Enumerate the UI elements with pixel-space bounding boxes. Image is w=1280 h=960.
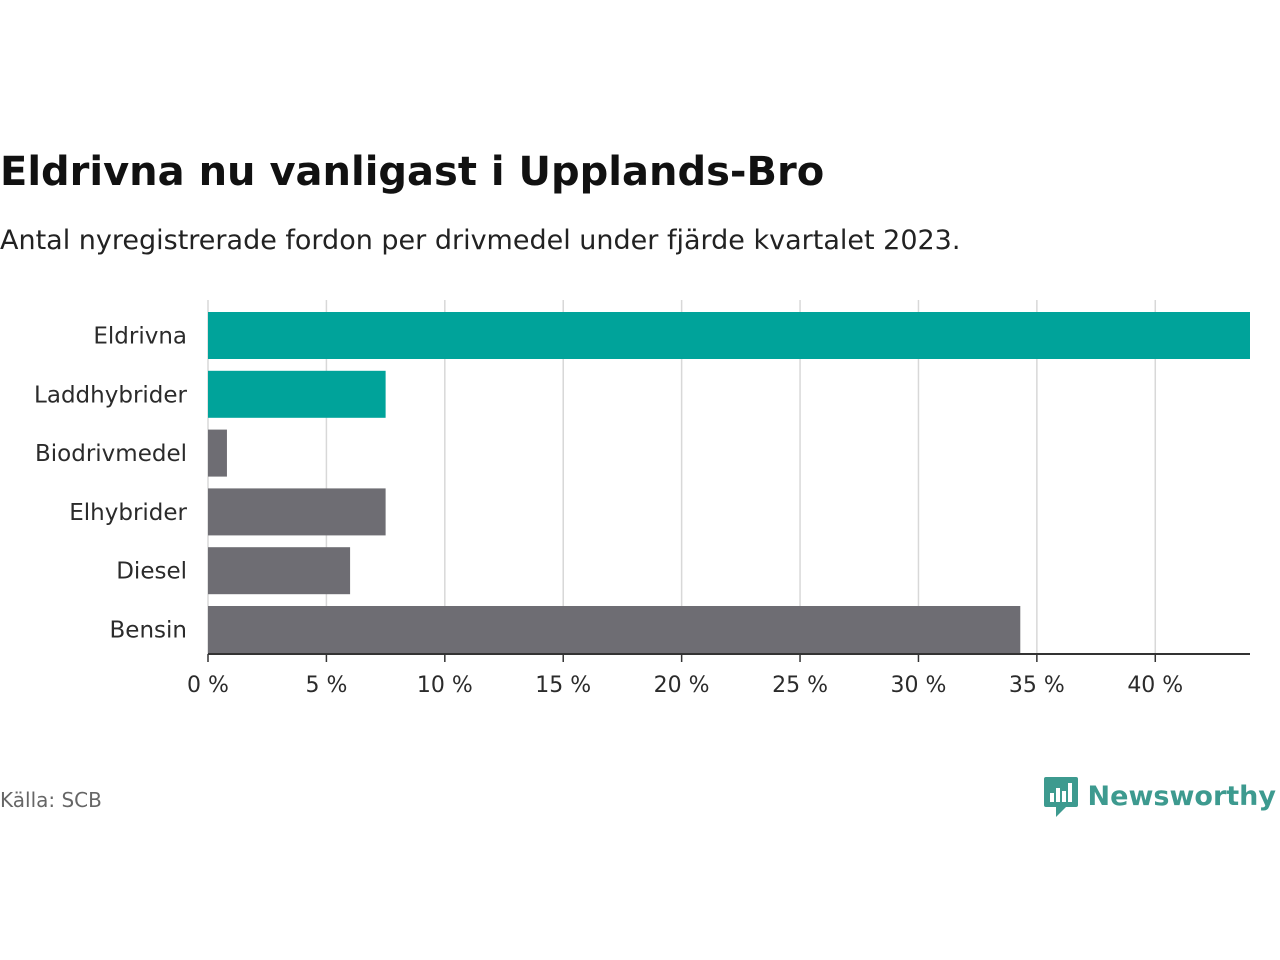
bar-chart: Eldrivna Laddhybrider Biodrivmedel Elhybrid…	[34, 300, 1250, 698]
bar-biodrivmedel	[208, 429, 227, 477]
bar-elhybrider	[208, 488, 386, 536]
x-tick-label: 20 %	[654, 673, 710, 698]
category-label: Eldrivna	[93, 324, 187, 350]
bars	[208, 312, 1250, 653]
source-note: Källa: SCB	[0, 788, 102, 812]
chart-title: Eldrivna nu vanligast i Upplands-Bro	[0, 149, 825, 195]
x-tick-label: 40 %	[1127, 673, 1183, 698]
category-label: Diesel	[116, 559, 187, 585]
brand-logo: Newsworthy	[1043, 774, 1276, 818]
x-axis: 0 % 5 % 10 % 15 % 20 % 25 % 30 % 35 % 40 %	[187, 653, 1250, 698]
x-tick-label: 35 %	[1009, 673, 1065, 698]
category-label: Elhybrider	[69, 500, 187, 526]
brand-name: Newsworthy	[1087, 780, 1276, 812]
x-tick-label: 5 %	[305, 673, 347, 698]
category-label: Laddhybrider	[34, 382, 187, 408]
category-labels: Eldrivna Laddhybrider Biodrivmedel Elhybrid…	[34, 324, 187, 644]
bar-chart-speech-bubble-icon	[1043, 777, 1078, 817]
x-tick-label: 25 %	[772, 673, 828, 698]
x-tick-label: 0 %	[187, 673, 229, 698]
category-label: Biodrivmedel	[35, 441, 187, 467]
x-tick-label: 15 %	[535, 673, 591, 698]
chart-subtitle: Antal nyregistrerade fordon per drivmede…	[0, 225, 961, 256]
bar-eldrivna	[208, 312, 1250, 359]
x-tick-label: 10 %	[417, 673, 473, 698]
x-tick-label: 30 %	[891, 673, 947, 698]
bar-bensin	[208, 606, 1021, 653]
category-label: Bensin	[110, 618, 187, 644]
bar-diesel	[208, 547, 351, 595]
bar-laddhybrider	[208, 370, 386, 418]
